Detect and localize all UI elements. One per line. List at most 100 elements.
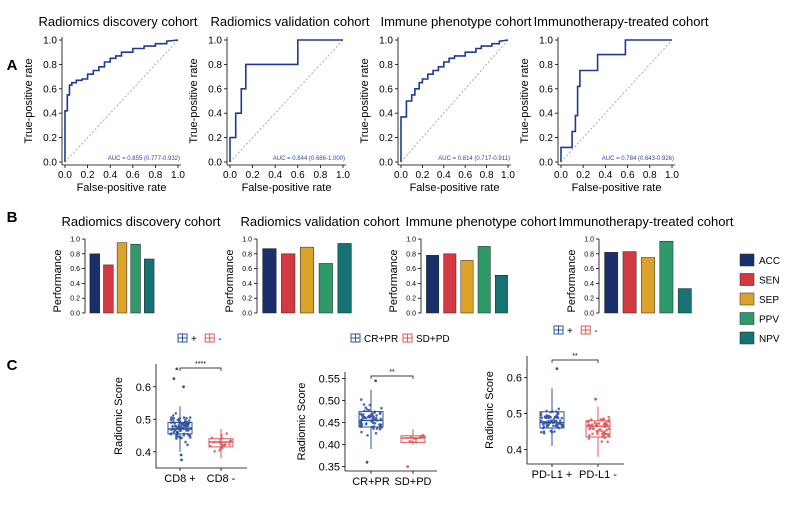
data-point bbox=[378, 412, 382, 416]
data-point bbox=[359, 398, 363, 401]
data-point bbox=[360, 430, 363, 434]
x-tick-label: 1.0 bbox=[665, 170, 679, 181]
bar-ppv bbox=[477, 246, 491, 314]
bar-sen bbox=[622, 251, 637, 314]
x-tick-label: 0.0 bbox=[58, 170, 72, 181]
legend-item: - bbox=[580, 325, 598, 337]
x-tick-label: 1.0 bbox=[501, 170, 515, 181]
data-point bbox=[221, 443, 225, 447]
bar-npv bbox=[494, 275, 508, 314]
y-tick-label: 0.6 bbox=[379, 84, 393, 95]
roc-chart-1: Radiomics discovery cohort 0.0 0.2 0.4 0.6 0.… bbox=[23, 14, 198, 194]
legend-item: + bbox=[177, 333, 197, 345]
x-tick-label: 0.4 bbox=[598, 170, 612, 181]
x-category-label: PD-L1 + bbox=[532, 469, 573, 481]
significance-label: **** bbox=[195, 361, 206, 368]
bar-acc bbox=[262, 248, 277, 314]
data-point bbox=[591, 432, 594, 436]
data-point bbox=[184, 419, 187, 422]
roc-curve bbox=[400, 39, 509, 162]
data-point bbox=[543, 415, 547, 419]
y-tick-label: 0.0 bbox=[379, 158, 393, 169]
data-point bbox=[219, 438, 222, 442]
data-point bbox=[179, 425, 183, 428]
y-tick-label: 0.45 bbox=[319, 418, 340, 430]
x-category-label: CR+PR bbox=[352, 476, 390, 488]
x-category-label: SD+PD bbox=[395, 476, 432, 488]
y-axis-label: True-positive rate bbox=[359, 58, 371, 143]
data-point bbox=[366, 434, 369, 437]
data-point bbox=[542, 421, 545, 425]
x-tick-label: 0.6 bbox=[291, 170, 305, 181]
data-point bbox=[180, 436, 183, 440]
x-tick-label: 0.2 bbox=[415, 170, 429, 181]
legend-label: + bbox=[191, 334, 197, 345]
data-point bbox=[367, 408, 371, 412]
box-chart-1: 0.4 0.5 0.6 Radiomic Score + - **** CD8 + CD8 - bbox=[113, 333, 247, 485]
bar-sep bbox=[116, 242, 128, 314]
data-point bbox=[359, 425, 363, 429]
y-axis-label: Performance bbox=[224, 250, 236, 313]
y-tick-label: 1.0 bbox=[242, 237, 252, 244]
x-tick-label: 0.6 bbox=[126, 170, 140, 181]
y-tick-label: 0.6 bbox=[43, 84, 57, 95]
data-point bbox=[223, 442, 227, 446]
legend-label: - bbox=[218, 334, 221, 345]
y-axis-label: Radiomic Score bbox=[296, 383, 308, 461]
bar-npv bbox=[337, 243, 352, 314]
legend-label-sen: SEN bbox=[759, 276, 780, 287]
x-axis-label: False-positive rate bbox=[77, 182, 167, 194]
performance-legend: ACC SEN SEP PPV NPV bbox=[739, 253, 780, 345]
legend-label: SD+PD bbox=[416, 334, 450, 345]
data-point bbox=[368, 415, 372, 419]
outlier-point bbox=[365, 460, 369, 464]
data-point bbox=[593, 421, 597, 425]
y-tick-label: 0.8 bbox=[70, 251, 80, 258]
data-point bbox=[555, 423, 559, 426]
data-point bbox=[414, 440, 418, 444]
data-point bbox=[551, 410, 554, 413]
y-tick-label: 0.2 bbox=[406, 296, 416, 303]
y-tick-label: 0.8 bbox=[539, 60, 553, 71]
data-point bbox=[557, 407, 561, 411]
bar-sep bbox=[299, 246, 315, 314]
data-point bbox=[219, 446, 222, 450]
x-category-label: CD8 + bbox=[164, 473, 196, 485]
y-tick-label: 1.0 bbox=[584, 237, 594, 244]
outlier-point bbox=[555, 367, 559, 370]
data-point bbox=[218, 449, 221, 452]
x-tick-label: 0.0 bbox=[554, 170, 568, 181]
data-point bbox=[378, 425, 382, 429]
data-point bbox=[185, 417, 188, 420]
chart-title: Immune phenotype cohort bbox=[380, 14, 531, 29]
data-point bbox=[176, 435, 179, 438]
data-point bbox=[185, 427, 188, 430]
chart-title: Radiomics validation cohort bbox=[211, 14, 370, 29]
data-point bbox=[419, 435, 423, 438]
reference-diagonal bbox=[229, 39, 344, 163]
legend-label-sep: SEP bbox=[759, 295, 779, 306]
y-tick-label: 0.6 bbox=[507, 373, 522, 385]
bar-sen bbox=[281, 253, 296, 314]
data-point bbox=[184, 440, 187, 444]
data-point bbox=[560, 424, 564, 427]
x-tick-label: 0.4 bbox=[268, 170, 282, 181]
data-point bbox=[606, 440, 609, 444]
x-tick-label: 0.8 bbox=[148, 170, 162, 181]
legend-swatch-ppv bbox=[739, 312, 755, 325]
y-tick-label: 0.6 bbox=[242, 266, 252, 273]
reference-diagonal bbox=[64, 39, 179, 163]
legend-item: + bbox=[553, 325, 573, 337]
data-point bbox=[556, 415, 559, 419]
bar-chart-2: Radiomics validation cohort 0.0 0.2 0.4 0.6 0… bbox=[224, 214, 400, 318]
y-tick-label: 0.0 bbox=[70, 311, 80, 318]
y-tick-label: 0.4 bbox=[406, 281, 416, 288]
data-point bbox=[189, 427, 192, 430]
y-tick-label: 1.0 bbox=[208, 36, 222, 47]
y-axis-label: Performance bbox=[566, 250, 578, 313]
significance-bracket bbox=[551, 359, 599, 363]
data-point bbox=[185, 429, 188, 432]
y-tick-label: 1.0 bbox=[379, 36, 393, 47]
x-category-label: PD-L1 - bbox=[579, 469, 617, 481]
x-tick-label: 0.8 bbox=[480, 170, 494, 181]
